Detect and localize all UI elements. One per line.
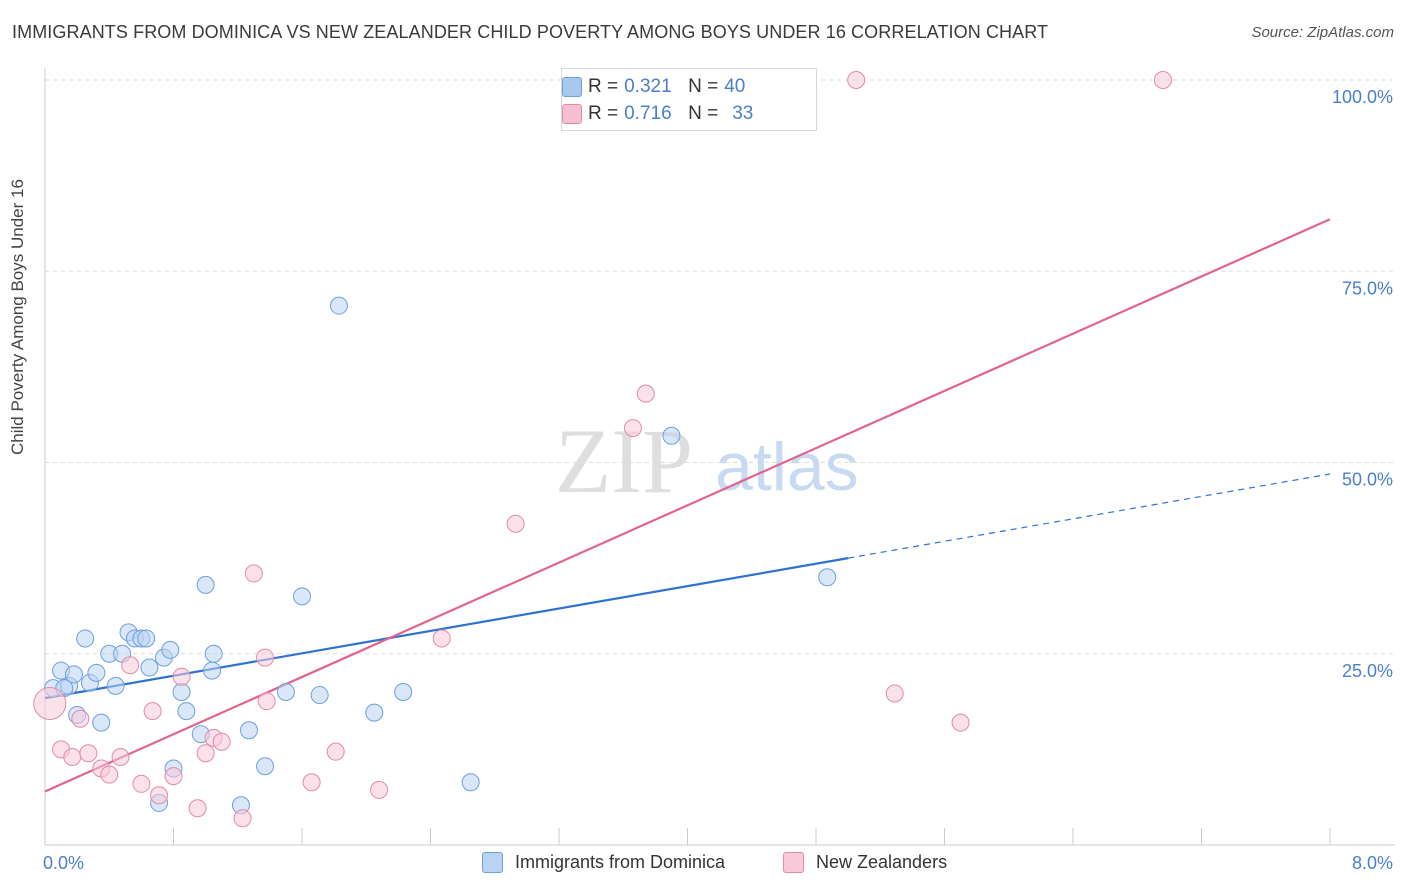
trend-line-extension-0	[848, 473, 1331, 559]
data-point-dominica	[329, 296, 348, 315]
legend-r-label: R =	[588, 76, 619, 97]
data-point-new-zealanders	[951, 713, 970, 732]
legend-swatch-dominica	[562, 77, 582, 97]
data-point-dominica	[662, 426, 681, 445]
watermark-atlas: atlas	[715, 429, 859, 505]
data-point-new-zealanders	[257, 692, 276, 711]
legend-n-value: 33	[732, 103, 754, 124]
data-point-new-zealanders	[256, 648, 275, 667]
legend-row-new-zealanders: R = 0.716 N = 33	[562, 102, 754, 126]
data-point-new-zealanders	[212, 732, 231, 751]
data-point-dominica	[204, 644, 223, 663]
data-point-new-zealanders	[244, 564, 263, 583]
data-point-dominica	[365, 703, 384, 722]
data-point-new-zealanders	[100, 765, 119, 784]
bottom-legend-dominica: Immigrants from Dominica	[482, 852, 725, 873]
legend-swatch-new-zealanders	[562, 104, 582, 124]
bottom-legend-new-zealanders: New Zealanders	[783, 852, 947, 873]
data-point-new-zealanders	[326, 742, 345, 761]
data-point-new-zealanders	[847, 71, 866, 89]
data-point-new-zealanders	[164, 767, 183, 786]
data-point-new-zealanders	[111, 748, 130, 767]
y-tick-label: 50.0%	[1342, 470, 1393, 490]
data-point-dominica	[140, 658, 159, 677]
legend-box: R = 0.321 N = 40 R = 0.716 N = 33	[561, 68, 817, 131]
chart-title: IMMIGRANTS FROM DOMINICA VS NEW ZEALANDE…	[12, 22, 1049, 42]
data-point-dominica	[161, 640, 180, 659]
data-point-new-zealanders	[172, 667, 191, 686]
data-point-new-zealanders	[233, 809, 252, 828]
bottom-legend-label-dominica: Immigrants from Dominica	[515, 852, 726, 872]
data-point-new-zealanders	[1153, 71, 1172, 89]
watermark: ZIP atlas	[555, 410, 859, 512]
data-point-dominica	[196, 575, 215, 594]
tick-labels: 25.0% 50.0% 75.0% 100.0% 0.0% 8.0%	[43, 87, 1393, 873]
legend-n-value: 40	[724, 76, 746, 97]
legend-r-label: R =	[588, 103, 619, 124]
legend-n-label: N =	[688, 103, 719, 124]
trend-line-1	[44, 218, 1331, 793]
data-point-dominica	[461, 773, 480, 792]
data-point-dominica	[818, 568, 837, 587]
data-point-dominica	[64, 665, 83, 684]
data-point-new-zealanders	[196, 744, 215, 763]
data-point-new-zealanders	[132, 774, 151, 793]
data-point-new-zealanders	[63, 748, 82, 767]
data-point-new-zealanders	[370, 780, 389, 799]
bottom-legend-swatch-dominica	[482, 852, 503, 873]
data-point-new-zealanders	[302, 773, 321, 792]
data-point-new-zealanders	[636, 384, 655, 403]
data-point-dominica	[310, 686, 329, 705]
trend-lines	[44, 218, 1331, 793]
watermark-zip: ZIP	[555, 410, 693, 512]
y-tick-label: 25.0%	[1342, 661, 1393, 681]
data-point-dominica	[76, 629, 95, 648]
data-point-dominica	[106, 676, 125, 695]
y-tick-label: 75.0%	[1342, 278, 1393, 298]
data-point-new-zealanders	[885, 684, 904, 703]
data-point-dominica	[256, 757, 275, 776]
trend-line-0	[44, 557, 849, 700]
data-point-dominica	[177, 702, 196, 721]
bottom-legend-swatch-new-zealanders	[783, 852, 804, 873]
data-point-new-zealanders	[506, 514, 525, 533]
data-point-new-zealanders	[150, 786, 169, 805]
data-point-dominica	[137, 629, 156, 648]
data-point-dominica	[239, 721, 258, 740]
data-point-new-zealanders	[188, 799, 207, 818]
y-tick-label: 100.0%	[1332, 87, 1393, 107]
data-point-new-zealanders	[143, 702, 162, 721]
legend-r-value: 0.716	[624, 103, 672, 124]
bottom-legend-label-new-zealanders: New Zealanders	[816, 852, 948, 872]
data-point-new-zealanders	[79, 744, 98, 763]
data-point-dominica	[293, 587, 311, 606]
data-point-new-zealanders	[121, 656, 140, 675]
data-point-dominica	[394, 683, 413, 701]
data-point-new-zealanders	[432, 629, 451, 648]
data-point-dominica	[172, 683, 191, 701]
data-point-dominica	[203, 661, 222, 680]
data-points	[33, 71, 1172, 828]
data-point-dominica	[276, 683, 295, 701]
data-point-new-zealanders	[71, 709, 90, 728]
legend-n-label: N =	[688, 76, 719, 97]
x-tick-label: 8.0%	[1352, 853, 1393, 873]
data-point-new-zealanders	[33, 686, 67, 720]
data-point-new-zealanders	[623, 419, 642, 438]
legend-row-dominica: R = 0.321 N = 40	[562, 75, 746, 99]
legend-r-value: 0.321	[624, 76, 672, 97]
data-point-dominica	[87, 663, 106, 682]
source-label: Source: ZipAtlas.com	[1251, 24, 1394, 41]
x-tick-label: 0.0%	[43, 853, 84, 873]
data-point-dominica	[92, 713, 111, 732]
